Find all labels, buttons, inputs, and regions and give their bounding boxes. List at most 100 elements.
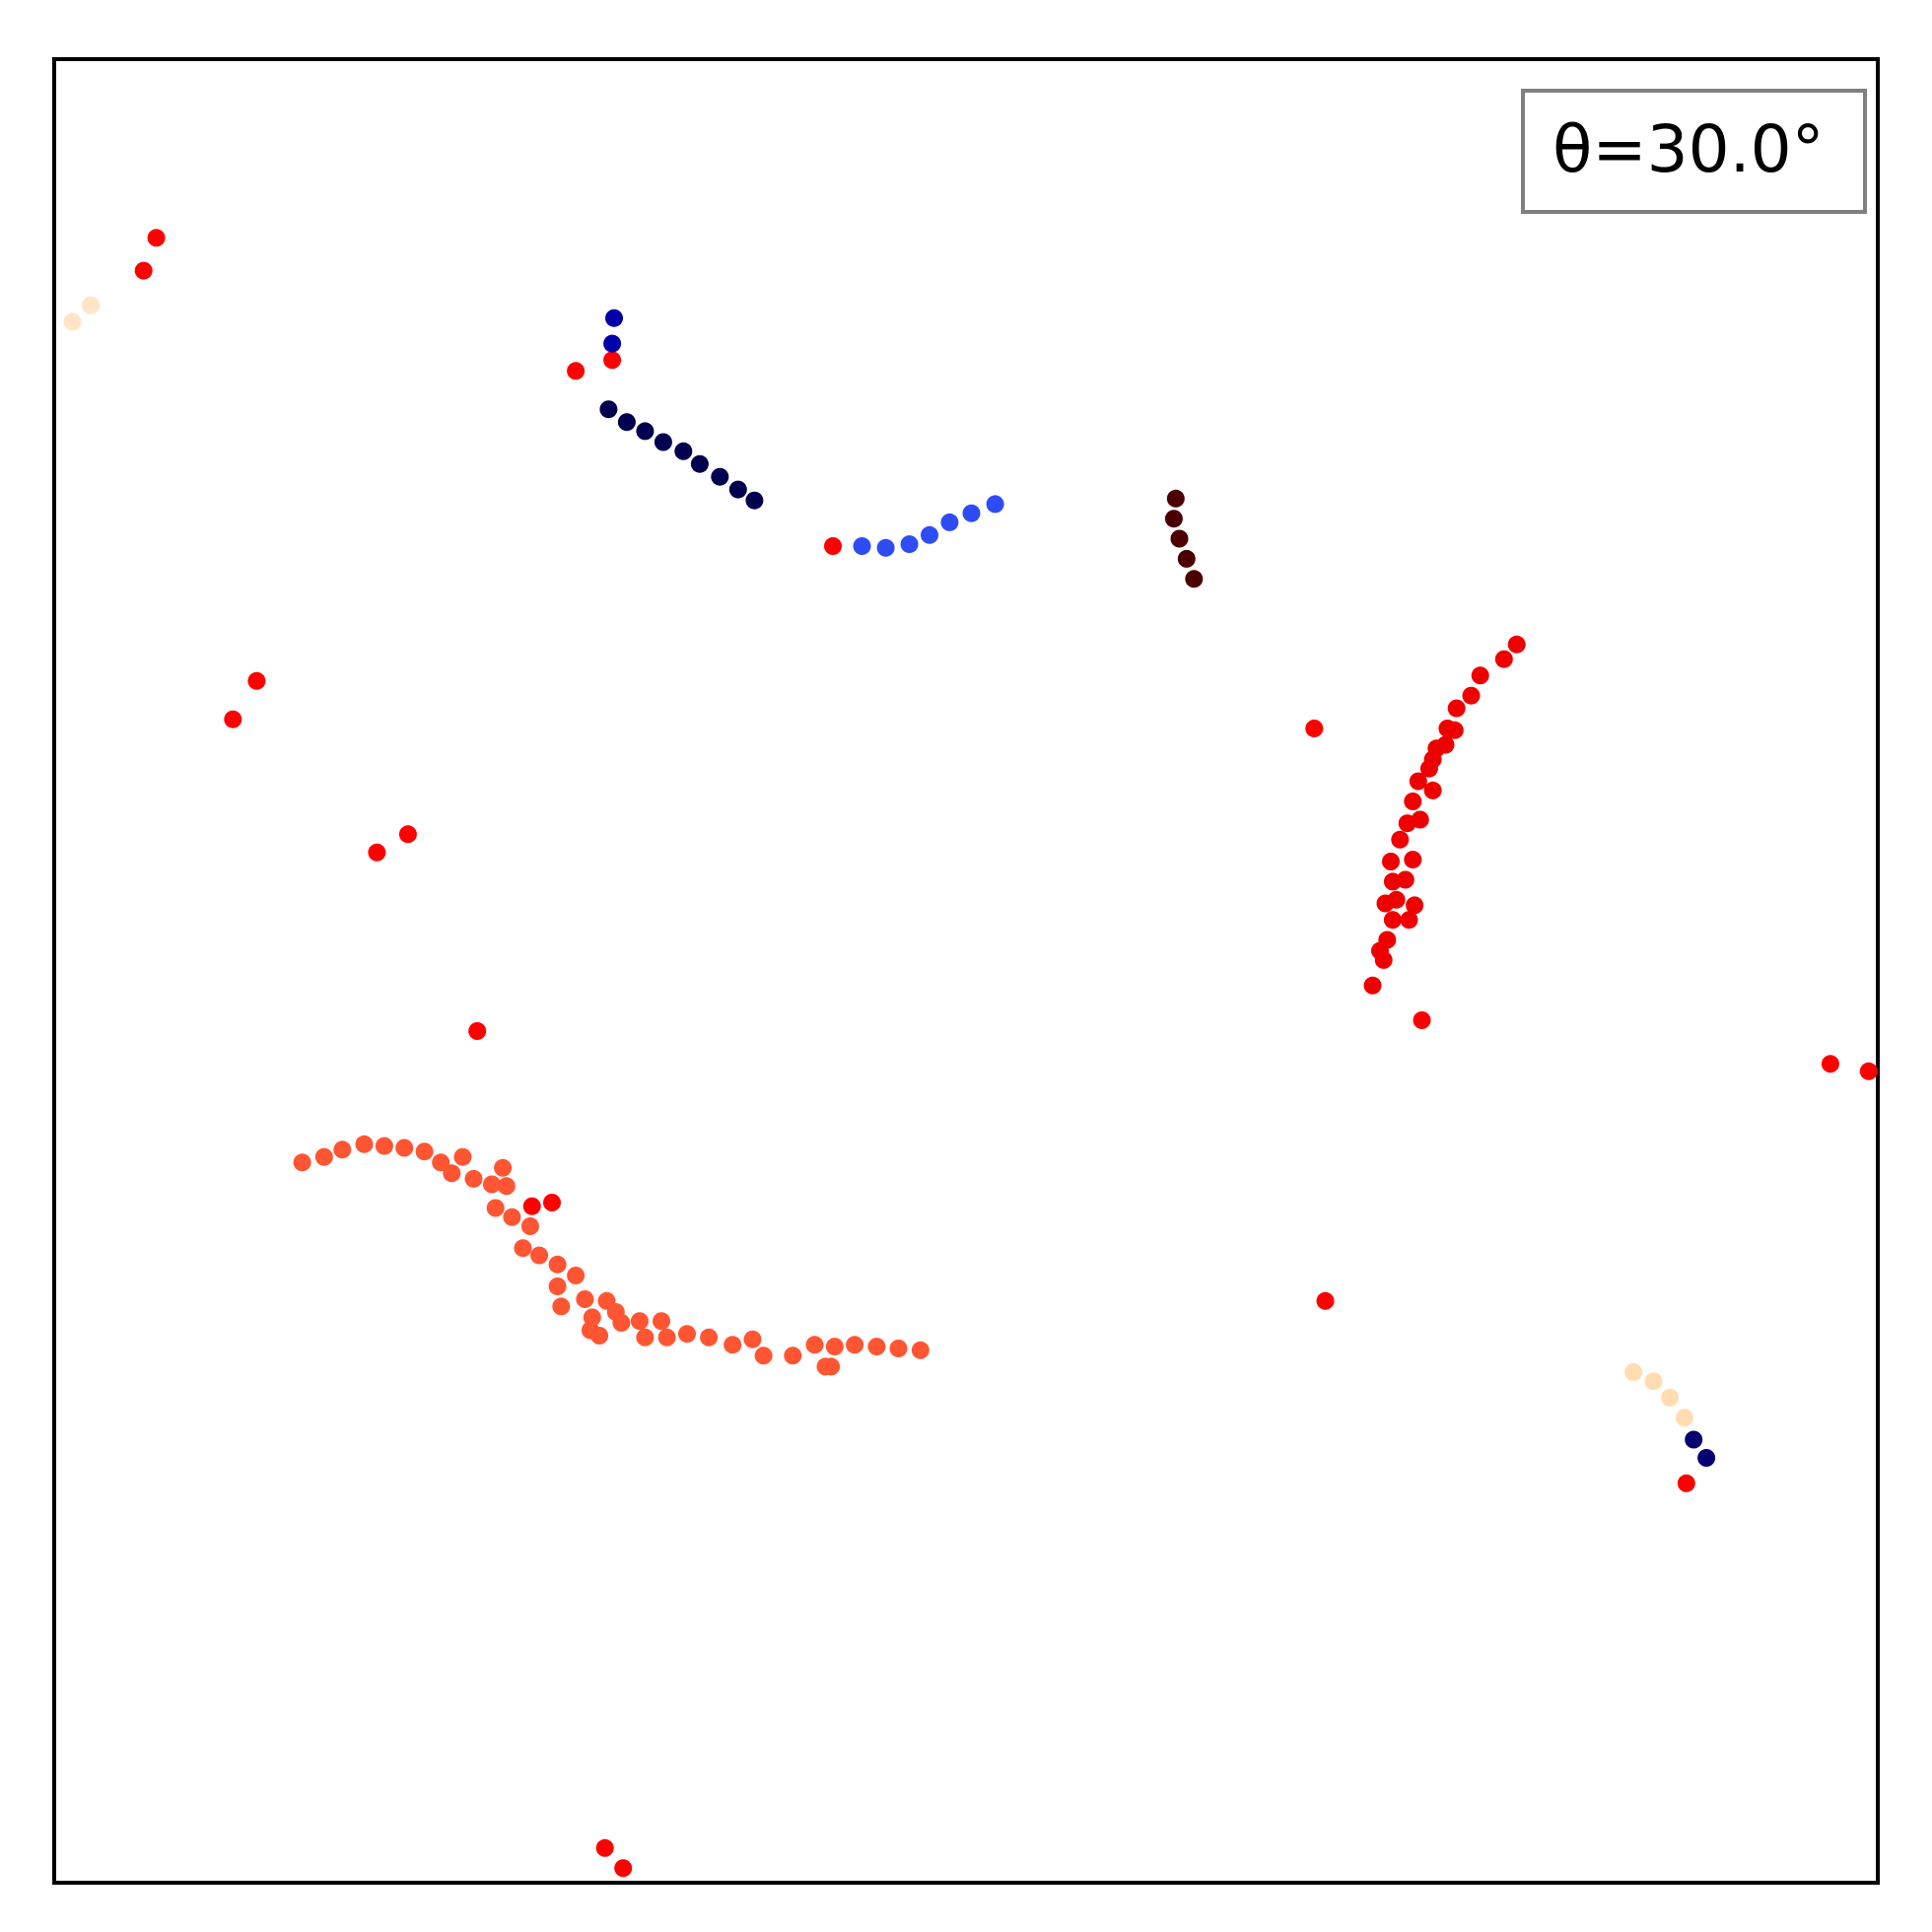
data-point-2-14 — [1316, 1291, 1335, 1310]
data-point-3-8 — [745, 491, 764, 510]
data-point-1-9 — [1404, 793, 1422, 810]
data-point-0-2 — [333, 1140, 352, 1159]
data-point-0-16 — [520, 1217, 539, 1235]
data-point-7-0 — [1624, 1363, 1643, 1381]
data-point-3-4 — [674, 442, 693, 460]
data-point-0-43 — [846, 1336, 864, 1354]
data-point-0-8 — [443, 1164, 461, 1183]
data-point-1-28 — [1371, 941, 1389, 960]
data-point-2-5 — [368, 843, 386, 862]
data-point-7-1 — [1644, 1372, 1663, 1391]
data-point-1-4 — [1447, 699, 1466, 718]
series-9 — [1685, 1430, 1716, 1467]
data-point-5-4 — [940, 513, 959, 531]
data-point-2-13 — [1413, 1011, 1431, 1029]
data-point-1-2 — [1471, 666, 1489, 685]
series-3 — [599, 400, 764, 510]
points-layer — [63, 229, 1878, 1878]
data-point-0-32 — [653, 1312, 670, 1331]
data-point-1-25 — [1396, 870, 1414, 889]
data-point-3-3 — [654, 433, 672, 451]
data-point-1-23 — [1411, 810, 1429, 829]
data-point-1-15 — [1383, 911, 1402, 930]
data-point-0-17 — [514, 1239, 532, 1258]
data-point-0-30 — [630, 1312, 649, 1331]
data-point-3-6 — [711, 467, 729, 486]
data-point-0-10 — [464, 1169, 483, 1188]
data-point-3-2 — [636, 422, 655, 441]
data-point-0-35 — [700, 1328, 719, 1346]
data-point-0-21 — [548, 1277, 567, 1295]
data-point-0-31 — [636, 1328, 655, 1346]
series-6 — [1164, 489, 1204, 588]
data-point-2-18 — [595, 1838, 614, 1857]
data-point-5-2 — [900, 535, 919, 554]
data-point-1-27 — [1406, 896, 1424, 915]
data-point-0-28 — [590, 1327, 609, 1345]
data-point-1-1 — [1494, 650, 1513, 668]
data-point-1-21 — [1445, 721, 1464, 739]
series-7 — [1624, 1363, 1693, 1427]
legend-box — [1521, 89, 1867, 214]
data-point-0-42 — [825, 1338, 844, 1356]
data-point-0-19 — [548, 1255, 567, 1274]
data-point-3-7 — [728, 480, 747, 499]
data-point-0-40 — [805, 1336, 824, 1354]
legend-label: θ=30.0° — [1552, 111, 1825, 187]
data-point-0-47 — [911, 1341, 930, 1359]
data-point-1-8 — [1409, 772, 1427, 791]
data-point-0-33 — [657, 1328, 676, 1346]
data-point-2-6 — [468, 1022, 487, 1040]
plot-frame — [52, 57, 1880, 1885]
data-point-0-37 — [743, 1330, 762, 1348]
data-point-3-1 — [617, 413, 636, 432]
series-2 — [134, 229, 1878, 1878]
data-point-0-46 — [889, 1340, 908, 1357]
data-point-2-0 — [147, 229, 166, 247]
data-point-6-0 — [1166, 489, 1185, 508]
data-point-6-1 — [1164, 510, 1183, 528]
series-8 — [63, 296, 100, 331]
data-point-2-10 — [603, 351, 622, 370]
data-point-9-1 — [1697, 1449, 1716, 1467]
data-point-1-22 — [1423, 781, 1442, 799]
data-point-2-7 — [543, 1194, 561, 1211]
data-point-0-34 — [678, 1325, 696, 1344]
data-point-1-19 — [1423, 750, 1442, 769]
data-point-1-0 — [1507, 635, 1526, 654]
data-point-8-0 — [63, 312, 82, 331]
series-0 — [293, 1135, 930, 1376]
data-point-1-12 — [1382, 853, 1400, 870]
data-point-2-3 — [224, 710, 242, 728]
data-point-1-18 — [1363, 976, 1382, 995]
data-point-0-9 — [453, 1147, 472, 1166]
data-point-0-11 — [483, 1175, 501, 1194]
legend: θ=30.0° — [1521, 89, 1867, 214]
data-point-0-38 — [754, 1346, 773, 1365]
data-point-0-12 — [494, 1158, 513, 1177]
data-point-0-22 — [576, 1290, 594, 1308]
data-point-1-29 — [1376, 894, 1395, 913]
data-point-0-6 — [415, 1142, 434, 1161]
data-point-7-3 — [1675, 1409, 1693, 1427]
data-point-5-1 — [876, 538, 895, 557]
data-point-2-11 — [824, 537, 842, 555]
data-point-2-15 — [1821, 1055, 1839, 1073]
data-point-7-2 — [1661, 1388, 1680, 1407]
data-point-2-2 — [247, 671, 266, 690]
data-point-4-1 — [603, 334, 622, 353]
data-point-2-8 — [522, 1197, 541, 1215]
data-point-0-3 — [355, 1135, 374, 1153]
data-point-0-13 — [497, 1177, 516, 1196]
data-point-0-23 — [552, 1297, 571, 1316]
data-point-0-15 — [503, 1208, 521, 1226]
data-point-1-20 — [1436, 735, 1455, 754]
data-point-2-17 — [1677, 1474, 1695, 1492]
data-point-1-24 — [1404, 851, 1422, 869]
series-4 — [603, 309, 623, 353]
data-point-6-3 — [1177, 549, 1196, 568]
data-point-1-26 — [1400, 911, 1418, 930]
data-point-4-0 — [605, 309, 623, 327]
data-point-2-16 — [1859, 1062, 1878, 1080]
